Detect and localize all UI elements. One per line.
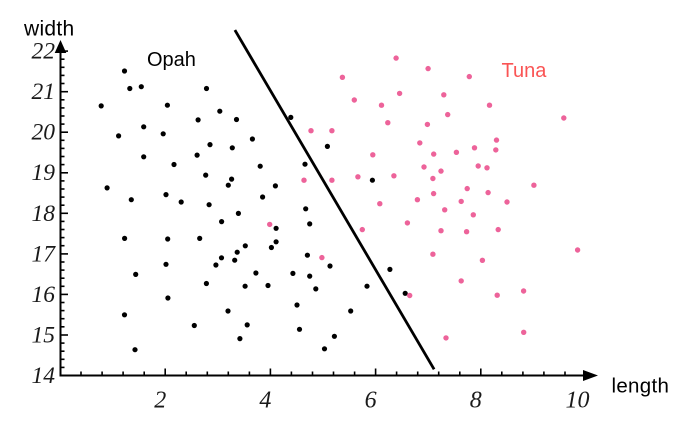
svg-text:4: 4 <box>259 388 271 414</box>
svg-text:10: 10 <box>566 388 590 414</box>
svg-text:21: 21 <box>32 79 56 105</box>
svg-text:18: 18 <box>32 201 56 227</box>
svg-text:Tuna: Tuna <box>502 60 548 82</box>
svg-text:length: length <box>612 375 670 398</box>
svg-text:15: 15 <box>32 322 56 348</box>
svg-text:16: 16 <box>32 282 56 308</box>
svg-text:14: 14 <box>32 363 56 389</box>
svg-text:19: 19 <box>32 160 56 186</box>
svg-text:2: 2 <box>154 388 166 414</box>
svg-text:22: 22 <box>32 39 56 65</box>
svg-text:Opah: Opah <box>147 49 196 71</box>
svg-text:8: 8 <box>470 388 482 414</box>
svg-text:6: 6 <box>365 388 377 414</box>
svg-text:17: 17 <box>32 241 57 267</box>
svg-text:20: 20 <box>32 120 56 146</box>
svg-text:width: width <box>23 18 75 41</box>
